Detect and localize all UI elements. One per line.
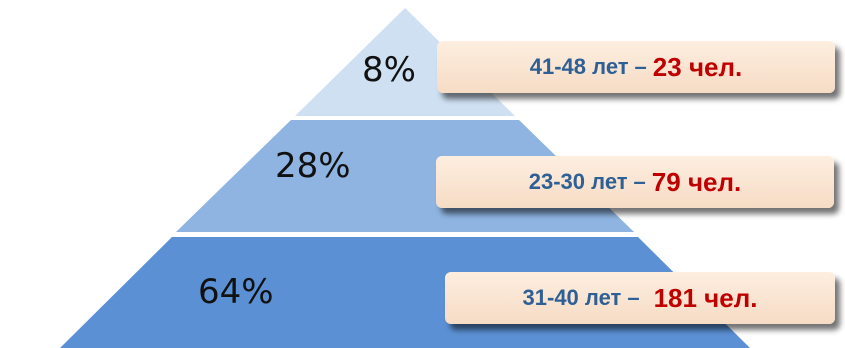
label-31-40: 31-40 лет – 181 чел.	[445, 272, 835, 324]
age-range-31-40: 31-40 лет	[522, 285, 622, 310]
age-range-23-30: 23-30 лет	[528, 169, 628, 194]
dash-41-48: –	[634, 54, 647, 79]
label-23-30: 23-30 лет – 79 чел.	[436, 156, 834, 208]
dash-31-40: –	[627, 285, 640, 310]
count-23-30: 79 чел.	[651, 166, 742, 197]
dash-23-30: –	[633, 169, 646, 194]
age-range-41-48: 41-48 лет	[529, 54, 629, 79]
label-41-48: 41-48 лет – 23 чел.	[437, 41, 835, 93]
percent-middle: 28%	[275, 146, 351, 186]
percent-top: 8%	[362, 50, 416, 90]
percent-bottom: 64%	[198, 272, 274, 312]
count-41-48: 23 чел.	[652, 51, 743, 82]
count-31-40: 181 чел.	[653, 282, 758, 313]
